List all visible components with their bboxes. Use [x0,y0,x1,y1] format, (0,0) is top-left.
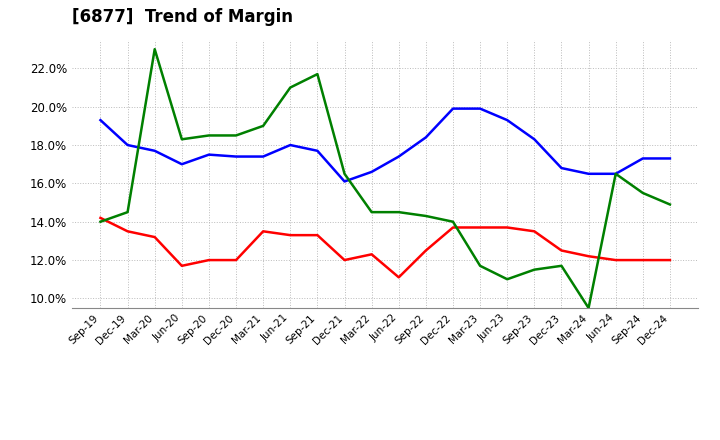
Net Income [313,232,322,238]
Line: Ordinary Income: Ordinary Income [101,109,670,181]
Ordinary Income [259,154,268,159]
Ordinary Income [178,161,186,167]
Net Income [259,229,268,234]
Line: Operating Cashflow: Operating Cashflow [101,49,670,308]
Net Income [123,229,132,234]
Operating Cashflow [665,202,674,207]
Operating Cashflow [639,191,647,196]
Ordinary Income [367,169,376,175]
Operating Cashflow [395,209,403,215]
Line: Net Income: Net Income [101,218,670,277]
Operating Cashflow [421,213,430,219]
Ordinary Income [665,156,674,161]
Net Income [421,248,430,253]
Operating Cashflow [96,219,105,224]
Net Income [286,232,294,238]
Ordinary Income [123,143,132,148]
Ordinary Income [557,165,566,171]
Net Income [611,257,620,263]
Net Income [150,235,159,240]
Ordinary Income [150,148,159,154]
Operating Cashflow [313,71,322,77]
Ordinary Income [530,137,539,142]
Operating Cashflow [367,209,376,215]
Net Income [178,263,186,268]
Net Income [530,229,539,234]
Net Income [584,253,593,259]
Net Income [395,275,403,280]
Operating Cashflow [449,219,457,224]
Net Income [639,257,647,263]
Operating Cashflow [584,305,593,311]
Ordinary Income [476,106,485,111]
Ordinary Income [449,106,457,111]
Net Income [232,257,240,263]
Net Income [449,225,457,230]
Ordinary Income [232,154,240,159]
Operating Cashflow [204,133,213,138]
Ordinary Income [584,171,593,176]
Ordinary Income [313,148,322,154]
Operating Cashflow [503,277,511,282]
Operating Cashflow [286,85,294,90]
Operating Cashflow [341,171,349,176]
Net Income [367,252,376,257]
Operating Cashflow [557,263,566,268]
Net Income [503,225,511,230]
Operating Cashflow [476,263,485,268]
Ordinary Income [286,143,294,148]
Operating Cashflow [123,209,132,215]
Ordinary Income [611,171,620,176]
Net Income [476,225,485,230]
Ordinary Income [395,154,403,159]
Net Income [96,215,105,220]
Ordinary Income [341,179,349,184]
Ordinary Income [204,152,213,157]
Ordinary Income [421,135,430,140]
Net Income [665,257,674,263]
Ordinary Income [96,117,105,123]
Operating Cashflow [259,123,268,128]
Operating Cashflow [232,133,240,138]
Ordinary Income [639,156,647,161]
Operating Cashflow [150,47,159,52]
Operating Cashflow [530,267,539,272]
Text: [6877]  Trend of Margin: [6877] Trend of Margin [72,8,293,26]
Net Income [557,248,566,253]
Ordinary Income [503,117,511,123]
Net Income [204,257,213,263]
Operating Cashflow [611,171,620,176]
Operating Cashflow [178,137,186,142]
Net Income [341,257,349,263]
